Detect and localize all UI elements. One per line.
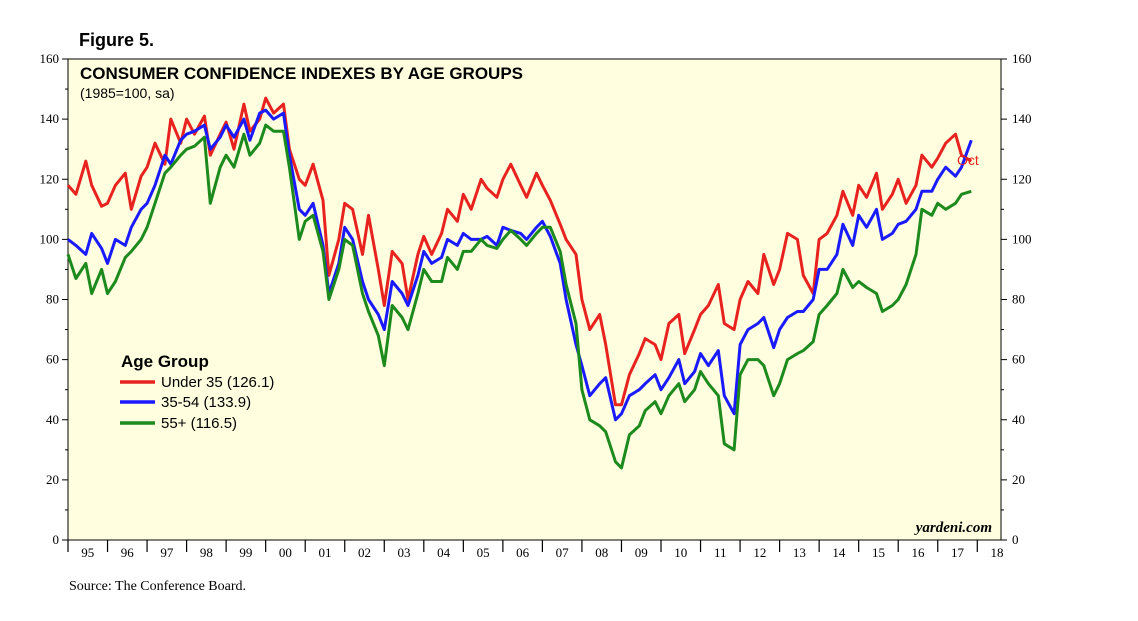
y-tick-label-right: 160 — [1012, 51, 1032, 66]
y-tick-label-left: 160 — [40, 51, 60, 66]
legend-label-35-54: 35-54 (133.9) — [161, 394, 251, 411]
x-tick-label: 96 — [121, 545, 135, 560]
x-tick-label: 13 — [793, 545, 806, 560]
x-tick-label: 09 — [635, 545, 648, 560]
y-tick-label-right: 100 — [1012, 231, 1032, 246]
x-tick-label: 01 — [318, 545, 331, 560]
x-tick-label: 11 — [714, 545, 727, 560]
x-tick-label: 98 — [200, 545, 213, 560]
x-tick-label: 06 — [516, 545, 530, 560]
y-tick-label-right: 120 — [1012, 171, 1032, 186]
y-tick-label-left: 100 — [40, 231, 60, 246]
series-line-1 — [67, 108, 973, 422]
x-tick-label: 04 — [437, 545, 451, 560]
series-line-2 — [66, 123, 972, 470]
x-tick-label: 07 — [556, 545, 570, 560]
x-tick-label: 18 — [991, 545, 1004, 560]
annotation-oct: Oct — [957, 152, 979, 168]
x-tick-label: 03 — [398, 545, 411, 560]
legend-title: Age Group — [121, 352, 209, 371]
y-tick-label-right: 20 — [1012, 472, 1025, 487]
y-tick-label-left: 0 — [53, 532, 60, 547]
y-tick-label-right: 140 — [1012, 111, 1032, 126]
legend-label-55-plus: 55+ (116.5) — [161, 415, 237, 432]
x-tick-label: 17 — [951, 545, 965, 560]
x-tick-label: 02 — [358, 545, 371, 560]
x-tick-label: 14 — [832, 545, 846, 560]
y-tick-label-right: 80 — [1012, 292, 1025, 307]
y-tick-label-right: 40 — [1012, 412, 1025, 427]
source-note: Source: The Conference Board. — [69, 579, 247, 594]
x-tick-label: 99 — [239, 545, 252, 560]
x-tick-label: 12 — [753, 545, 766, 560]
x-tick-label: 00 — [279, 545, 292, 560]
y-tick-label-left: 120 — [40, 171, 60, 186]
x-tick-label: 08 — [595, 545, 608, 560]
y-tick-label-right: 0 — [1012, 532, 1019, 547]
y-tick-label-right: 60 — [1012, 352, 1025, 367]
figure-label: Figure 5. — [79, 30, 155, 50]
x-tick-label: 15 — [872, 545, 885, 560]
x-tick-label: 10 — [674, 545, 687, 560]
x-tick-label: 97 — [160, 545, 174, 560]
legend: Age Group Under 35 (126.1) 35-54 (133.9)… — [120, 352, 274, 432]
y-tick-label-left: 140 — [40, 111, 60, 126]
y-tick-label-left: 80 — [46, 292, 59, 307]
legend-label-under-35: Under 35 (126.1) — [161, 374, 274, 391]
x-tick-label: 16 — [911, 545, 925, 560]
y-tick-label-left: 40 — [46, 412, 59, 427]
y-tick-label-left: 20 — [46, 472, 59, 487]
x-tick-label: 05 — [477, 545, 490, 560]
chart-title: CONSUMER CONFIDENCE INDEXES BY AGE GROUP… — [80, 64, 523, 83]
watermark: yardeni.com — [914, 520, 992, 536]
chart-subtitle: (1985=100, sa) — [80, 85, 175, 101]
x-tick-label: 95 — [81, 545, 94, 560]
y-tick-label-left: 60 — [46, 352, 59, 367]
